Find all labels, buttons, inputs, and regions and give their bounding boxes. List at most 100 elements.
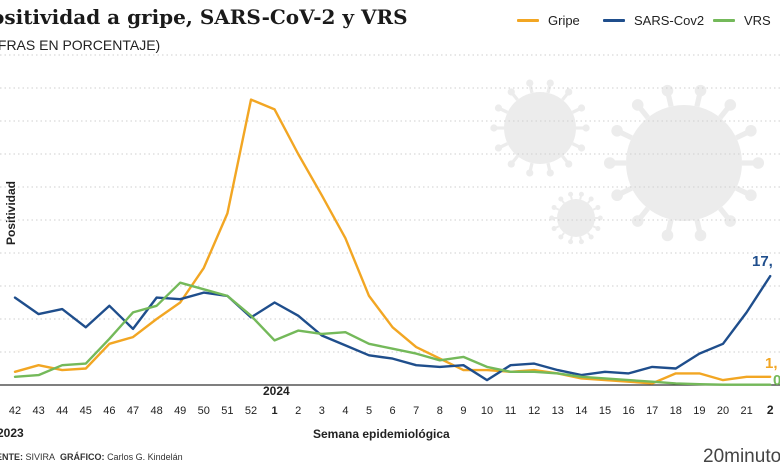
virus-spike-tip: [494, 144, 503, 152]
virus-spike-tip: [631, 215, 644, 227]
virus-spike-tip: [568, 191, 574, 197]
x-tick-label: 18: [670, 405, 682, 417]
x-tick-label: 9: [460, 405, 466, 417]
virus-spike-tip: [588, 196, 594, 202]
x-tick-label: 20: [717, 405, 729, 417]
virus-spike-tip: [603, 157, 616, 169]
series-line-sars-cov2: [13, 274, 772, 382]
virus-spike-tip: [490, 124, 498, 132]
virus-spike-tip: [551, 204, 557, 210]
virus-spike-tip: [577, 144, 586, 152]
legend-item-vrs: VRS: [713, 13, 771, 28]
x-axis-label: Semana epidemiológica: [313, 427, 450, 441]
x-tick-labels: 42 43 44 45 46 47 48 49 50 51 52 1 2 3 4 5 6 7 8 9 10 11 12 13 1…: [9, 403, 774, 417]
virus-spike-tip: [565, 160, 573, 168]
graphic-value: Carlos G. Kindelán: [107, 452, 183, 462]
virus-spike-tip: [546, 169, 554, 177]
year-label-2024: 2024: [263, 384, 290, 398]
virus-spike-tip: [507, 160, 515, 168]
x-tick-label: 8: [437, 405, 443, 417]
x-tick-label: 10: [481, 405, 493, 417]
series-line-gripe: [13, 98, 772, 385]
x-tick-label: 47: [127, 405, 139, 417]
virus-spike-tip: [661, 84, 674, 97]
chart-subtitle: IFRAS EN PORCENTAJE): [0, 37, 161, 53]
virus-spike-tip: [745, 124, 757, 137]
virus-spike-tip: [588, 234, 594, 240]
x-tick-label: 42: [9, 405, 21, 417]
brand-logo: 20minuto: [703, 446, 780, 467]
virus-spike-tip: [565, 88, 573, 96]
virus-spike-tip: [551, 226, 557, 232]
legend-label-gripe: Gripe: [548, 13, 580, 28]
x-tick-label: 16: [622, 405, 634, 417]
x-tick-label: 1: [272, 405, 278, 417]
x-tick-label: 4: [342, 405, 348, 417]
source-credit: ENTE: SIVIRA GRÁFICO: Carlos G. Kindelán: [0, 452, 183, 462]
x-tick-label: 2: [767, 403, 774, 417]
virus-spike-tip: [724, 99, 737, 111]
virus-spike-tip: [597, 215, 603, 221]
gridlines: [0, 54, 780, 386]
virus-spike-tip: [582, 124, 590, 132]
virus-spike-tip: [661, 229, 674, 242]
legend-label-vrs: VRS: [744, 13, 771, 28]
virus-decoration: [490, 79, 765, 245]
end-value-label: 0: [773, 372, 780, 389]
y-axis-label: Positividad: [4, 180, 18, 245]
x-tick-label: 11: [505, 405, 516, 417]
virus-body: [626, 105, 742, 221]
virus-body: [557, 199, 595, 237]
legend-item-sars-cov2: SARS-Cov2: [603, 13, 704, 28]
virus-spike-tip: [745, 189, 757, 202]
end-value-labels: 17, 1,0: [752, 253, 780, 389]
x-tick-label: 49: [174, 405, 186, 417]
virus-spike-tip: [578, 191, 584, 197]
virus-icon: [603, 84, 765, 242]
virus-spike-tip: [611, 189, 623, 202]
legend-item-gripe: Gripe: [517, 13, 580, 28]
x-tick-label: 13: [552, 405, 564, 417]
x-tick-label: 2: [295, 405, 301, 417]
source-value: SIVIRA: [25, 452, 56, 462]
legend-swatch-vrs: [713, 19, 735, 22]
x-tick-label: 15: [599, 405, 611, 417]
virus-spike-tip: [611, 124, 623, 137]
virus-spike-tip: [595, 226, 601, 232]
chart-title: ositividad a gripe, SARS-CoV-2 y VRS: [0, 5, 408, 29]
x-tick-label: 21: [740, 405, 752, 417]
x-tick-label: 17: [646, 405, 658, 417]
x-tick-label: 44: [56, 405, 68, 417]
source-label: ENTE:: [0, 452, 23, 462]
virus-spike-tip: [494, 104, 503, 112]
x-tick-label: 5: [366, 405, 372, 417]
virus-spike-tip: [558, 234, 564, 240]
x-tick-label: 43: [32, 405, 44, 417]
virus-spike-tip: [526, 79, 534, 87]
virus-spike-tip: [578, 239, 584, 245]
x-tick-label: 14: [575, 405, 587, 417]
virus-spike-tip: [549, 215, 555, 221]
series-line-vrs: [13, 281, 772, 386]
virus-spike-tip: [577, 104, 586, 112]
x-tick-label: 6: [390, 405, 396, 417]
virus-icon: [549, 191, 603, 245]
x-tick-label: 45: [80, 405, 92, 417]
x-tick-label: 3: [319, 405, 325, 417]
end-value-label: 1,: [765, 355, 778, 372]
virus-spike-tip: [568, 239, 574, 245]
virus-spike-tip: [507, 88, 515, 96]
virus-spike-tip: [694, 229, 707, 242]
x-tick-label: 12: [528, 405, 540, 417]
x-tick-label: 50: [198, 405, 210, 417]
virus-spike-tip: [558, 196, 564, 202]
graphic-label: GRÁFICO:: [60, 452, 105, 462]
virus-spike-tip: [752, 157, 765, 169]
x-tick-label: 52: [245, 405, 257, 417]
virus-spike-tip: [724, 215, 737, 227]
x-tick-label: 7: [413, 405, 419, 417]
end-value-label: 17,: [752, 253, 773, 270]
year-label-2023: 2023: [0, 426, 24, 440]
legend-label-sars-cov2: SARS-Cov2: [634, 13, 705, 28]
